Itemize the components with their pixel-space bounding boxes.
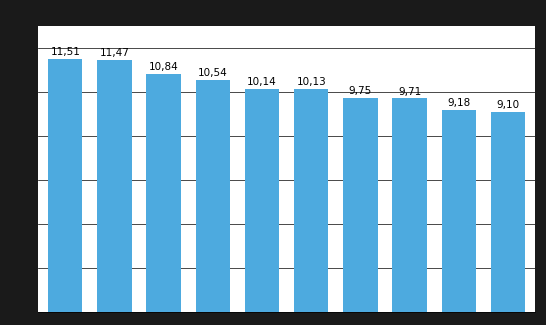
Text: 10,14: 10,14 bbox=[247, 77, 277, 87]
Text: 10,54: 10,54 bbox=[198, 68, 228, 78]
Bar bbox=[294, 89, 329, 312]
Bar bbox=[343, 98, 378, 312]
Bar bbox=[48, 59, 82, 312]
Bar bbox=[146, 73, 181, 312]
Text: 9,10: 9,10 bbox=[496, 100, 520, 110]
Bar bbox=[442, 110, 476, 312]
Bar bbox=[245, 89, 279, 312]
Text: 9,18: 9,18 bbox=[447, 98, 471, 108]
Text: 9,75: 9,75 bbox=[349, 86, 372, 96]
Text: 10,13: 10,13 bbox=[296, 77, 326, 87]
Text: 11,47: 11,47 bbox=[99, 48, 129, 58]
Bar bbox=[491, 112, 525, 312]
Bar bbox=[195, 80, 230, 312]
Text: 11,51: 11,51 bbox=[50, 47, 80, 57]
Text: 9,71: 9,71 bbox=[398, 87, 422, 97]
Text: 10,84: 10,84 bbox=[149, 62, 179, 72]
Bar bbox=[393, 98, 427, 312]
Bar bbox=[97, 60, 132, 312]
